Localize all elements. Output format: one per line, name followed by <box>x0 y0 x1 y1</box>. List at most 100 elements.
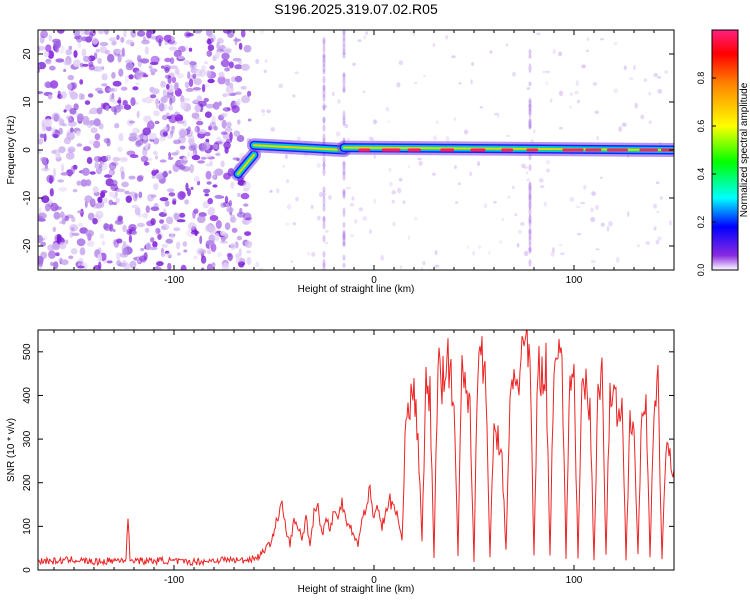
spectrogram-noise-blob <box>188 144 196 152</box>
spectrogram-faint-blob <box>295 196 299 202</box>
spectrogram-noise-blob <box>108 162 117 171</box>
spectrogram-noise-blob <box>84 100 91 105</box>
spectrogram-faint-blob <box>551 247 555 253</box>
spectrogram-noise-blob <box>205 170 212 180</box>
spectrogram-noise-blob <box>97 57 102 65</box>
spectrogram-faint-blob <box>335 131 341 137</box>
spectrogram-streak <box>342 222 346 228</box>
spectrogram-noise-blob <box>236 157 240 162</box>
spectrogram-streak <box>528 206 532 217</box>
spectrogram-noise-blob <box>137 174 144 181</box>
spectrogram-faint-blob <box>286 179 289 184</box>
spectrogram-faint-blob <box>494 112 498 116</box>
spectrogram-noise-blob <box>38 63 41 70</box>
spectrogram-noise-blob <box>70 248 78 255</box>
spectrogram-noise-blob <box>191 112 200 119</box>
spectrogram-noise-blob <box>224 195 229 204</box>
spectrogram-noise-blob <box>112 239 117 245</box>
spectrogram-noise-blob <box>202 201 210 209</box>
spectrogram-noise-blob <box>161 243 168 249</box>
spectrogram-noise-blob <box>98 261 102 270</box>
spectrogram-noise-blob <box>112 157 121 162</box>
spectrogram-faint-blob <box>373 198 377 204</box>
spectrogram-noise-blob <box>177 252 181 256</box>
spectrogram-noise-blob <box>124 75 130 84</box>
spectrogram-noise-blob <box>55 58 65 63</box>
spectrogram-noise-blob <box>211 175 217 179</box>
spectrogram-noise-blob <box>167 156 174 160</box>
spectrogram-noise-blob <box>193 175 200 183</box>
spectrogram-streak <box>322 68 326 75</box>
spectrogram-noise-blob <box>230 181 235 189</box>
spectrogram-faint-blob <box>436 120 439 124</box>
spectrogram-noise-blob <box>39 133 45 138</box>
spectrogram-noise-blob <box>128 120 135 124</box>
spectrogram-xlabel: Height of straight line (km) <box>298 284 415 295</box>
y-tick-label: 500 <box>22 343 33 360</box>
y-tick-label: 200 <box>22 474 33 491</box>
spectrogram-noise-blob <box>113 108 118 116</box>
spectrogram-noise-blob <box>184 199 190 205</box>
spectrogram-noise-blob <box>226 206 234 213</box>
spectrogram-streak <box>342 33 346 41</box>
spectrogram-noise-blob <box>236 235 242 241</box>
spectrogram-faint-blob <box>657 88 663 94</box>
spectrogram-noise-blob <box>104 174 113 178</box>
spectrogram-faint-blob <box>518 230 522 234</box>
colorbar-tick-label: 0.6 <box>696 120 706 133</box>
spectrogram-noise-blob <box>215 145 220 151</box>
spectrogram-noise-blob <box>214 141 223 145</box>
spectrogram-streak <box>528 103 532 108</box>
spectrogram-noise-blob <box>153 183 159 191</box>
spectrogram-noise-blob <box>109 170 114 176</box>
spectrogram-faint-blob <box>540 185 545 189</box>
spectrogram-faint-blob <box>627 211 630 217</box>
spectrogram-faint-blob <box>592 82 598 86</box>
spectrogram-noise-blob <box>227 107 231 111</box>
spectrogram-noise-blob <box>174 68 180 75</box>
spectrogram-noise-blob <box>145 242 152 251</box>
spectrogram-streak <box>322 186 326 193</box>
spectrogram-faint-blob <box>331 91 335 97</box>
spectrogram-noise-blob <box>180 95 185 103</box>
spectrogram-noise-blob <box>47 244 55 252</box>
spectrogram-faint-blob <box>264 59 268 63</box>
spectrogram-streak <box>528 246 532 252</box>
spectrogram-noise-blob <box>145 205 150 213</box>
spectrogram-noise-blob <box>209 33 216 43</box>
spectrogram-noise-blob <box>103 137 110 144</box>
spectrogram-faint-blob <box>407 165 410 169</box>
spectrogram-faint-blob <box>580 201 586 205</box>
spectrogram-noise-blob <box>77 222 84 228</box>
spectrogram-noise-blob <box>52 133 59 139</box>
spectrogram-streak <box>322 190 326 199</box>
spectrogram-noise-blob <box>79 79 84 85</box>
spectrogram-noise-blob <box>116 260 122 267</box>
spectrogram-noise-blob <box>221 119 227 129</box>
spectrogram-noise-blob <box>170 233 175 241</box>
spectrogram-faint-blob <box>282 164 285 168</box>
colorbar-tick-label: 0.4 <box>696 168 706 181</box>
spectrogram-noise-blob <box>76 238 86 247</box>
spectrogram-noise-blob <box>168 46 178 51</box>
spectrogram-noise-blob <box>142 135 148 141</box>
spectrogram-noise-blob <box>205 103 215 109</box>
spectrogram-faint-blob <box>648 120 652 124</box>
spectrogram-noise-blob <box>194 229 198 236</box>
spectrogram-noise-blob <box>148 132 157 140</box>
spectrogram-noise-blob <box>95 161 99 170</box>
spectrogram-faint-blob <box>472 250 476 256</box>
spectrogram-noise-blob <box>116 238 123 244</box>
spectrogram-noise-blob <box>247 118 252 122</box>
spectrogram-faint-blob <box>659 196 663 200</box>
spectrogram-faint-blob <box>318 192 324 198</box>
amplitude-colorbar: 0.0 0.2 0.4 0.6 0.8 Normalized spectral ampl… <box>696 29 750 276</box>
spectrogram-faint-blob <box>349 202 355 207</box>
spectrogram-faint-blob <box>385 106 390 112</box>
spectrogram-noise-blob <box>150 94 157 99</box>
spectrogram-streak <box>342 51 346 59</box>
spectrogram-noise-blob <box>71 218 76 222</box>
spectrogram-noise-blob <box>220 202 226 208</box>
spectrogram-noise-blob <box>234 75 243 83</box>
spectrogram-noise-blob <box>56 30 65 34</box>
